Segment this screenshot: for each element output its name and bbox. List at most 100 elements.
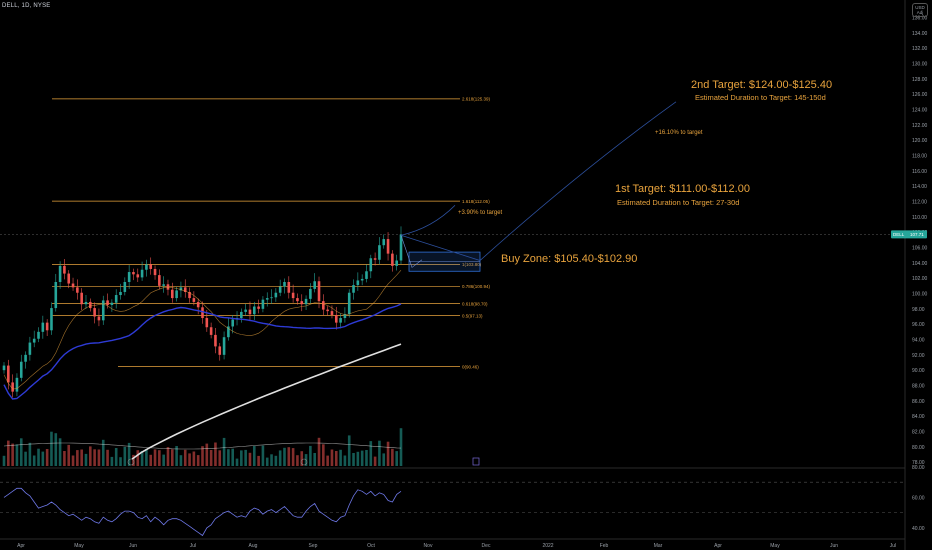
fib-level-label: 2.618(125.39) <box>462 97 491 102</box>
currency-selector[interactable]: USD Adj <box>912 3 928 17</box>
candle-body <box>24 354 27 362</box>
candle-body <box>395 260 398 266</box>
price-tick-label: 132.00 <box>912 46 928 52</box>
volume-bar <box>330 449 334 466</box>
event-marker <box>127 458 135 466</box>
candle-body <box>54 282 58 309</box>
volume-bar <box>326 455 329 466</box>
candle-body <box>352 285 355 293</box>
volume-bar <box>19 438 23 466</box>
candle-body <box>378 245 381 260</box>
fib-level-label: 0.5(97.13) <box>462 313 483 318</box>
volume-bar <box>378 440 381 466</box>
second-percent-label: +16.10% to target <box>655 130 703 136</box>
candle-body <box>93 308 96 317</box>
time-tick-label: May <box>770 543 780 549</box>
candle-body <box>274 292 278 298</box>
candle-body <box>227 326 230 338</box>
volume-bar <box>399 428 403 466</box>
candle-body <box>218 346 222 355</box>
candle-body <box>322 301 325 310</box>
candle-body <box>153 268 157 276</box>
volume-bar <box>304 454 308 466</box>
volume-bar <box>24 451 27 466</box>
candle-body <box>360 278 364 281</box>
volume-bar <box>89 446 92 466</box>
candle-body <box>343 314 347 319</box>
fib-level-label: 1.618(112.05) <box>462 199 490 204</box>
buy-zone-box <box>408 251 481 272</box>
price-tick-label: 92.00 <box>912 353 925 359</box>
candle-body <box>252 306 256 315</box>
price-tick-label: 106.00 <box>912 246 928 252</box>
volume-bar <box>175 446 178 466</box>
time-tick-label: Nov <box>424 543 433 549</box>
time-tick-label: Oct <box>367 543 375 549</box>
volume-bar <box>201 446 204 466</box>
volume-bar <box>227 449 230 466</box>
volume-bar <box>32 455 36 466</box>
oscillator-tick-label: 80.00 <box>912 465 925 471</box>
candle-body <box>136 274 140 278</box>
candle-body <box>67 273 71 284</box>
price-tick-label: 90.00 <box>912 368 925 374</box>
candle-body <box>270 297 273 299</box>
price-tick-label: 100.00 <box>912 292 928 298</box>
volume-bar <box>296 455 299 466</box>
volume-bar <box>347 435 351 466</box>
volume-bar <box>101 439 105 466</box>
volume-bar <box>7 440 10 466</box>
volume-bar <box>391 448 394 466</box>
volume-bar <box>158 450 161 466</box>
candle-body <box>170 289 174 299</box>
volume-bar <box>356 451 360 466</box>
candle-body <box>334 314 338 323</box>
price-tick-label: 124.00 <box>912 108 928 114</box>
volume-bar <box>76 450 79 466</box>
candle-body <box>386 239 390 254</box>
candle-body <box>291 292 295 299</box>
candle-body <box>89 301 92 309</box>
time-tick-label: Jul <box>190 543 196 549</box>
price-tick-label: 94.00 <box>912 338 925 344</box>
volume-bar <box>84 453 88 466</box>
projection-path-second <box>400 101 677 261</box>
volume-bar <box>149 454 153 466</box>
candle-body <box>278 286 282 293</box>
oscillator-line <box>3 487 402 537</box>
fib-level-label: 0(90.46) <box>462 364 479 369</box>
time-tick-label: Mar <box>654 543 663 549</box>
candle-body <box>76 287 79 293</box>
volume-bar <box>214 442 217 466</box>
volume-bar <box>261 445 265 466</box>
candle-body <box>373 258 377 260</box>
volume-bar <box>252 446 256 466</box>
price-tick-label: 114.00 <box>912 184 927 190</box>
currency-code: USD <box>915 5 925 10</box>
volume-bar <box>287 447 291 466</box>
fib-level-label: 0.618(98.70) <box>462 301 488 306</box>
candle-body <box>222 337 226 355</box>
candle-body <box>179 287 183 291</box>
candle-body <box>101 300 105 321</box>
price-tick-label: 88.00 <box>912 384 925 390</box>
candle-body <box>158 275 161 286</box>
first-target-label: 1st Target: $111.00-$112.00 <box>615 183 750 195</box>
fib-level-label: 1(103.80) <box>462 262 482 267</box>
time-tick-label: 2022 <box>542 543 553 549</box>
volume-bar <box>28 442 32 466</box>
candle-body <box>28 342 32 355</box>
candle-body <box>2 365 6 371</box>
candle-body <box>106 300 109 305</box>
candle-body <box>317 281 321 302</box>
price-tick-label: 122.00 <box>912 123 928 129</box>
volume-bar <box>153 449 157 466</box>
candle-body <box>188 291 191 299</box>
buy-zone-label: Buy Zone: $105.40-$102.90 <box>501 253 638 265</box>
volume-bar <box>45 449 49 466</box>
candle-body <box>58 265 62 282</box>
price-tick-label: 112.00 <box>912 200 927 206</box>
candle-body <box>97 316 101 321</box>
volume-bar <box>291 448 295 466</box>
